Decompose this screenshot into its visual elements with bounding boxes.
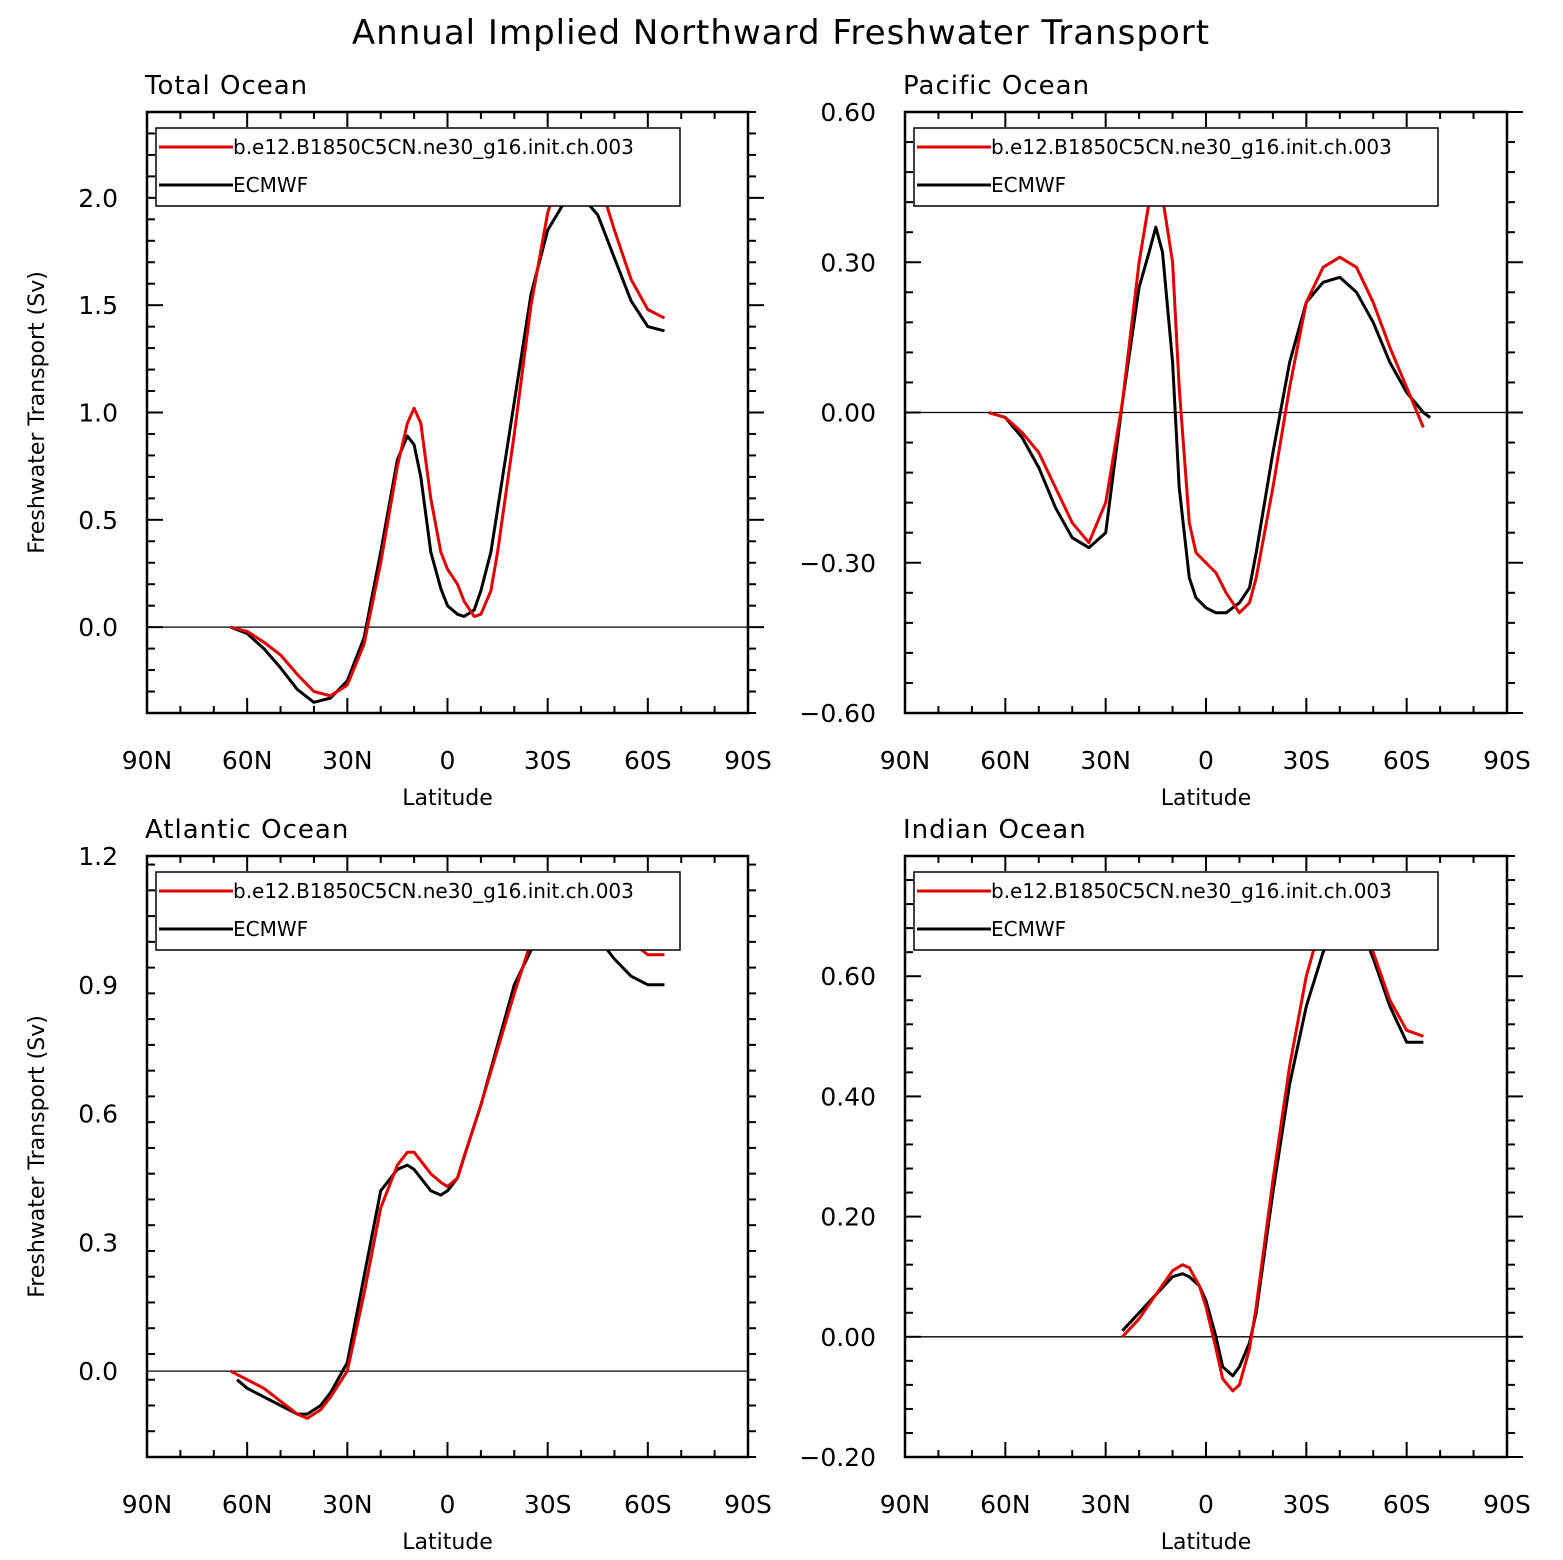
y-tick-label: 1.0 xyxy=(78,399,118,428)
legend-label: b.e12.B1850C5CN.ne30_g16.init.ch.003 xyxy=(233,135,634,159)
y-tick-label: 0.3 xyxy=(78,1228,118,1257)
legend-label: ECMWF xyxy=(991,917,1066,941)
x-tick-label: 90N xyxy=(880,1490,931,1519)
y-tick-label: 0.9 xyxy=(78,971,118,1000)
panel-title: Atlantic Ocean xyxy=(145,815,349,845)
legend: b.e12.B1850C5CN.ne30_g16.init.ch.003 ECMW… xyxy=(913,127,1439,207)
x-tick-label: 90S xyxy=(724,746,772,775)
panel-title: Total Ocean xyxy=(144,71,308,101)
y-tick-label: 0.0 xyxy=(78,613,118,642)
series-line-model xyxy=(988,185,1425,615)
series-line-model xyxy=(229,871,665,1420)
x-tick-label: 90N xyxy=(880,746,931,775)
x-tick-label: 60N xyxy=(980,1490,1031,1519)
x-axis-label: Latitude xyxy=(402,786,493,811)
y-tick-label: 0.60 xyxy=(820,962,876,991)
series-line-ecmwf xyxy=(1121,914,1424,1378)
legend-label: b.e12.B1850C5CN.ne30_g16.init.ch.003 xyxy=(233,879,634,903)
series-line-ecmwf xyxy=(988,225,1431,615)
y-axis-label: Freshwater Transport (Sv) xyxy=(25,271,50,554)
legend: b.e12.B1850C5CN.ne30_g16.init.ch.003 ECMW… xyxy=(155,871,681,951)
x-tick-label: 0 xyxy=(440,746,456,775)
y-tick-label: 1.2 xyxy=(78,842,118,871)
legend-label: b.e12.B1850C5CN.ne30_g16.init.ch.003 xyxy=(991,879,1392,903)
legend-box xyxy=(913,871,1439,951)
legend-box xyxy=(155,127,681,207)
y-tick-label: 0.20 xyxy=(820,1203,876,1232)
series-line-ecmwf xyxy=(229,194,665,704)
x-tick-label: 30S xyxy=(1282,1490,1330,1519)
x-tick-label: 30N xyxy=(322,1490,373,1519)
x-tick-label: 60S xyxy=(1383,1490,1431,1519)
x-tick-label: 60N xyxy=(222,746,273,775)
panel-title: Pacific Ocean xyxy=(903,71,1090,101)
panel-1: Pacific Ocean 90N 60N 30N 0 30S 60S 90S −0.60 −0.… xyxy=(799,71,1530,811)
panel-title: Indian Ocean xyxy=(903,815,1087,845)
x-tick-label: 90N xyxy=(122,746,173,775)
x-tick-label: 30N xyxy=(322,746,373,775)
x-tick-label: 30N xyxy=(1080,1490,1131,1519)
y-tick-label: 0.40 xyxy=(820,1082,876,1111)
figure-title: Annual Implied Northward Freshwater Tran… xyxy=(352,13,1210,53)
series-line-ecmwf xyxy=(236,923,665,1416)
panels: Total Ocean 90N 60N 30N 0 30S 60S 90S 0.0 0.5 1.0 1… xyxy=(25,71,1531,1555)
panel-0: Total Ocean 90N 60N 30N 0 30S 60S 90S 0.0 0.5 1.0 1… xyxy=(25,71,772,811)
legend-label: b.e12.B1850C5CN.ne30_g16.init.ch.003 xyxy=(991,135,1392,159)
y-tick-label: 2.0 xyxy=(78,184,118,213)
y-tick-label: −0.60 xyxy=(799,699,876,728)
x-axis-label: Latitude xyxy=(1161,786,1252,811)
x-tick-label: 60S xyxy=(1383,746,1431,775)
x-tick-label: 0 xyxy=(1198,1490,1214,1519)
x-tick-label: 30S xyxy=(524,746,572,775)
x-axis-label: Latitude xyxy=(402,1530,493,1555)
y-tick-label: −0.30 xyxy=(799,549,876,578)
x-tick-label: 0 xyxy=(440,1490,456,1519)
series-line-model xyxy=(1121,884,1424,1393)
x-tick-label: 90S xyxy=(724,1490,772,1519)
y-tick-label: 0.6 xyxy=(78,1100,118,1129)
y-tick-label: 0.5 xyxy=(78,506,118,535)
y-tick-label: 0.0 xyxy=(78,1357,118,1386)
y-axis-label: Freshwater Transport (Sv) xyxy=(25,1015,50,1298)
x-axis-label: Latitude xyxy=(1161,1530,1252,1555)
x-tick-label: 30N xyxy=(1080,746,1131,775)
x-tick-label: 0 xyxy=(1198,746,1214,775)
legend: b.e12.B1850C5CN.ne30_g16.init.ch.003 ECMW… xyxy=(913,871,1439,951)
x-tick-label: 60N xyxy=(222,1490,273,1519)
x-tick-label: 60S xyxy=(624,1490,672,1519)
legend-label: ECMWF xyxy=(233,173,308,197)
legend-label: ECMWF xyxy=(991,173,1066,197)
x-tick-label: 60N xyxy=(980,746,1031,775)
panel-3: Indian Ocean 90N 60N 30N 0 30S 60S 90S −0.20 0.00… xyxy=(799,815,1530,1555)
y-tick-label: 1.5 xyxy=(78,291,118,320)
legend-box xyxy=(913,127,1439,207)
series-line-model xyxy=(230,149,666,698)
panel-2: Atlantic Ocean 90N 60N 30N 0 30S 60S 90S 0.0 0.3 0… xyxy=(25,815,772,1555)
legend-box xyxy=(155,871,681,951)
x-tick-label: 90S xyxy=(1483,746,1531,775)
x-tick-label: 90S xyxy=(1483,1490,1531,1519)
x-tick-label: 60S xyxy=(624,746,672,775)
x-tick-label: 30S xyxy=(1282,746,1330,775)
x-tick-label: 90N xyxy=(122,1490,173,1519)
y-tick-label: 0.30 xyxy=(820,248,876,277)
y-tick-label: 0.00 xyxy=(820,1323,876,1352)
y-tick-label: 0.60 xyxy=(820,98,876,127)
legend-label: ECMWF xyxy=(233,917,308,941)
legend: b.e12.B1850C5CN.ne30_g16.init.ch.003 ECMW… xyxy=(155,127,681,207)
y-tick-label: −0.20 xyxy=(799,1443,876,1472)
x-tick-label: 30S xyxy=(524,1490,572,1519)
y-tick-label: 0.00 xyxy=(820,399,876,428)
